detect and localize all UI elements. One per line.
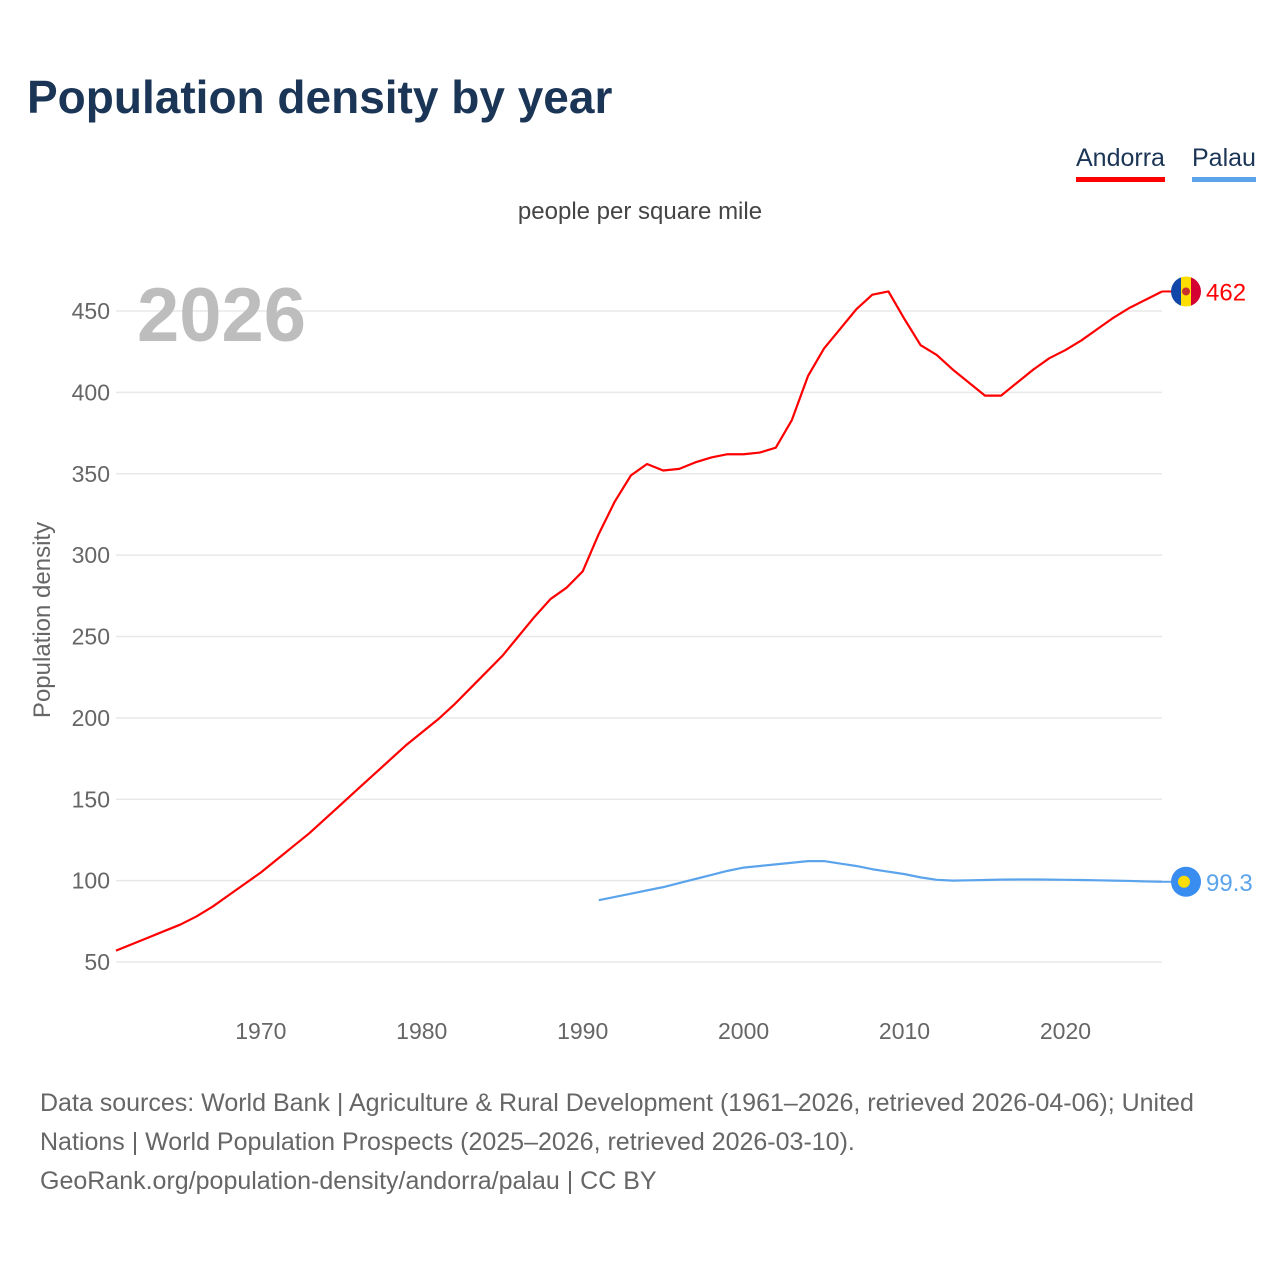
x-tick-label: 1990 — [557, 1018, 608, 1044]
x-tick-label: 2020 — [1040, 1018, 1091, 1044]
year-watermark: 2026 — [137, 273, 306, 358]
x-tick-label: 2000 — [718, 1018, 769, 1044]
chart-title: Population density by year — [27, 71, 613, 123]
footer: Data sources: World Bank | Agriculture &… — [40, 1084, 1250, 1201]
flag-emblem — [1182, 287, 1190, 296]
y-tick-label: 300 — [72, 542, 110, 568]
x-axis-ticks: 1970 1980 1990 2000 2010 2020 — [235, 1018, 1091, 1044]
x-tick-label: 1970 — [235, 1018, 286, 1044]
legend-item-palau[interactable]: Palau — [1192, 144, 1256, 182]
series-line-andorra — [115, 290, 1163, 952]
series-lines — [115, 290, 1163, 952]
gridlines — [116, 310, 1162, 963]
series-end-markers: 462 99.3 — [1162, 276, 1253, 897]
y-tick-label: 50 — [84, 949, 110, 975]
legend-label: Palau — [1192, 144, 1256, 172]
y-tick-label: 200 — [72, 705, 110, 731]
legend-label: Andorra — [1076, 144, 1165, 172]
y-tick-label: 250 — [72, 624, 110, 650]
data-sources: Data sources: World Bank | Agriculture &… — [40, 1089, 1194, 1156]
y-axis-label: Population density — [29, 522, 56, 718]
y-tick-label: 150 — [72, 786, 110, 812]
y-tick-label: 100 — [72, 868, 110, 894]
chart-subtitle: people per square mile — [517, 198, 763, 225]
y-axis-ticks: 50 100 150 200 250 300 350 400 450 — [72, 298, 110, 975]
flag-stripe — [1191, 276, 1201, 307]
legend-item-andorra[interactable]: Andorra — [1076, 144, 1165, 182]
y-tick-label: 400 — [72, 379, 110, 405]
flag-stripe — [1171, 276, 1181, 307]
series-line-palau — [598, 859, 1163, 902]
end-value-label: 462 — [1206, 279, 1246, 306]
flag-disc — [1178, 875, 1190, 888]
credit-link[interactable]: GeoRank.org/population-density/andorra/p… — [40, 1167, 657, 1195]
x-tick-label: 2010 — [879, 1018, 930, 1044]
end-value-label: 99.3 — [1206, 870, 1253, 897]
y-tick-label: 350 — [72, 461, 110, 487]
x-tick-label: 1980 — [396, 1018, 447, 1044]
palau-flag-icon — [1171, 866, 1201, 897]
y-tick-label: 450 — [72, 298, 110, 324]
andorra-flag-icon — [1171, 276, 1201, 307]
